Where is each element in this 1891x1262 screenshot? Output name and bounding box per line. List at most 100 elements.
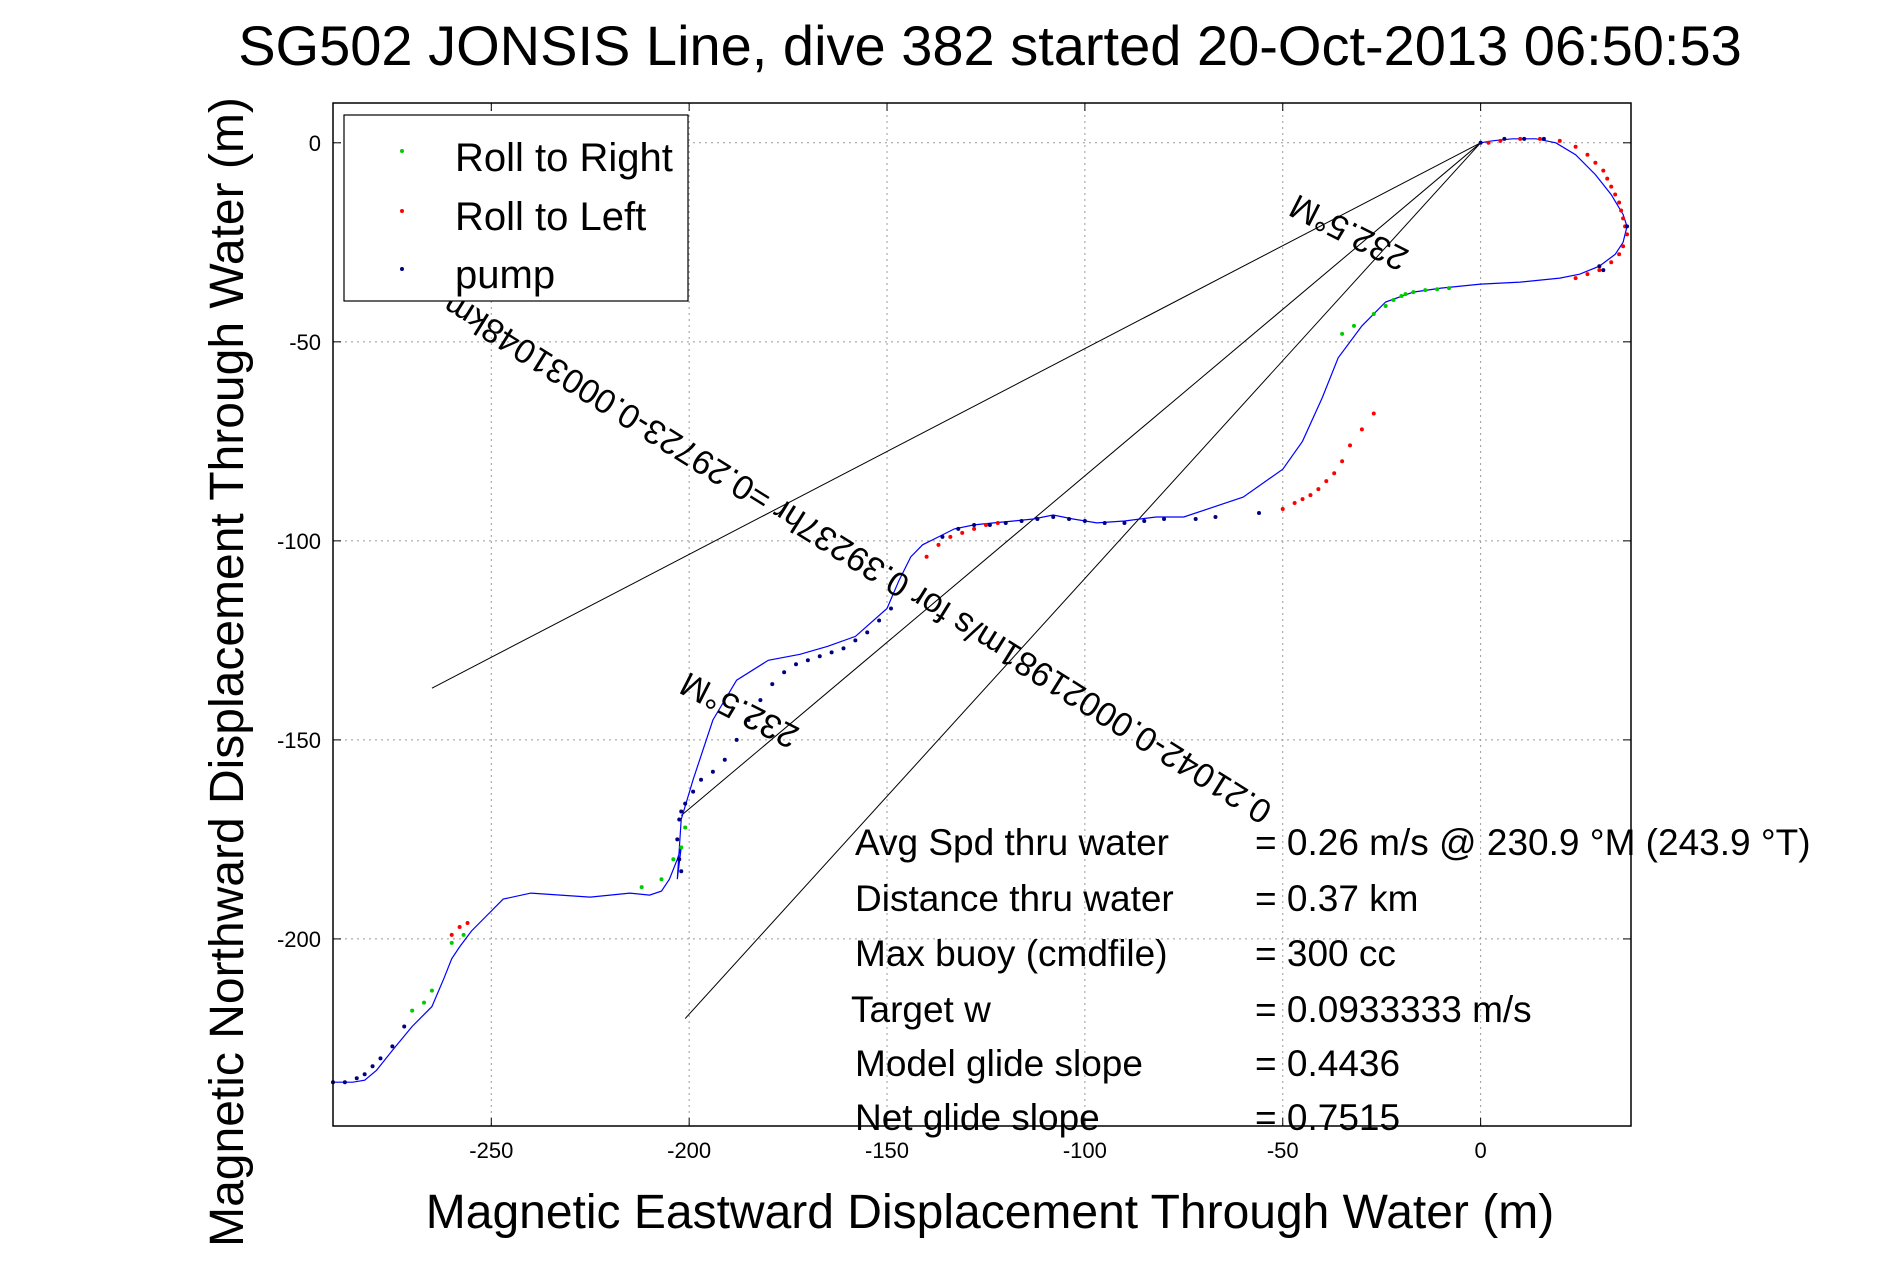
- series-point-pump: [770, 682, 775, 687]
- series-point-pump: [888, 606, 893, 611]
- series-point-roll-to-left: [1605, 176, 1610, 181]
- series-point-roll-to-right: [679, 845, 684, 850]
- series-point-roll-to-right: [1399, 294, 1404, 299]
- grid: [333, 103, 1631, 1126]
- series-point-pump: [1597, 264, 1602, 269]
- series-point-pump: [1102, 520, 1107, 525]
- series-point-roll-to-left: [1621, 216, 1626, 221]
- series-point-roll-to-left: [1625, 232, 1630, 237]
- series-point-roll-to-left: [972, 526, 977, 531]
- series-point-pump: [677, 857, 682, 862]
- series-point-pump: [940, 534, 945, 539]
- series-point-roll-to-left: [1537, 136, 1542, 141]
- series-point-roll-to-right: [1340, 331, 1345, 336]
- series-point-roll-to-left: [1619, 208, 1624, 213]
- series-point-pump: [746, 717, 751, 722]
- series-point-pump: [865, 630, 870, 635]
- series-point-pump: [710, 769, 715, 774]
- series-point-pump: [734, 737, 739, 742]
- glide-reference-line: [431, 142, 1481, 689]
- series-point-roll-to-right: [461, 932, 466, 937]
- series-point-roll-to-left: [1609, 184, 1614, 189]
- series-point-roll-to-left: [1332, 471, 1337, 476]
- ticks: -250 -200 -150 -100 -50 0 0 -50 -100 -150 -200: [277, 103, 1631, 1163]
- series-point-roll-to-right: [1411, 290, 1416, 295]
- series-point-pump: [1003, 520, 1008, 525]
- series-point-roll-to-right: [449, 940, 454, 945]
- series-point-roll-to-right: [639, 885, 644, 890]
- legend-marker-roll-right: [400, 149, 404, 153]
- x-tick-label: -100: [1063, 1138, 1107, 1163]
- series-point-roll-to-right: [1446, 286, 1451, 291]
- plot-frame: [332, 102, 1632, 1127]
- series-point-roll-to-left: [960, 530, 965, 535]
- series-point-pump: [853, 638, 858, 643]
- series-point-roll-to-left: [1292, 501, 1297, 506]
- series-point-pump: [1522, 136, 1527, 141]
- series-point-roll-to-left: [936, 542, 941, 547]
- series-point-pump: [683, 801, 688, 806]
- stat-label-max-buoy: Max buoy (cmdfile): [855, 933, 1168, 974]
- series-point-pump: [987, 522, 992, 527]
- stat-label-distance: Distance thru water: [855, 878, 1174, 919]
- x-tick-label: -250: [469, 1138, 513, 1163]
- series-point-pump: [1067, 516, 1072, 521]
- series-point-pump: [1213, 514, 1218, 519]
- series-point-roll-to-left: [1621, 244, 1626, 249]
- series-point-pump: [782, 670, 787, 675]
- series-point-pump: [956, 526, 961, 531]
- series-point-roll-to-left: [1601, 168, 1606, 173]
- series-point-pump: [794, 662, 799, 667]
- legend: Roll to Right Roll to Left pump: [343, 114, 689, 302]
- legend-marker-roll-left: [400, 209, 404, 213]
- series-point-roll-to-left: [1316, 487, 1321, 492]
- series-point-roll-to-left: [1486, 140, 1491, 145]
- stats-block: Avg Spd thru water = 0.26 m/s @ 230.9 °M…: [851, 822, 1811, 1138]
- series-point-pump: [1019, 518, 1024, 523]
- series-point-roll-to-left: [1617, 200, 1622, 205]
- series-point-roll-to-right: [1435, 287, 1440, 292]
- glide-reference-line: [680, 142, 1481, 816]
- series-point-roll-to-left: [1573, 276, 1578, 281]
- x-tick-label: -150: [865, 1138, 909, 1163]
- stat-label-net-glide: Net glide slope: [855, 1097, 1100, 1138]
- chart-title: SG502 JONSIS Line, dive 382 started 20-O…: [238, 14, 1742, 77]
- series-point-roll-to-right: [1403, 292, 1408, 297]
- stat-value-model-glide: = 0.4436: [1255, 1043, 1400, 1084]
- series-point-roll-to-right: [1423, 288, 1428, 293]
- series-point-roll-to-left: [457, 924, 462, 929]
- series-point-pump: [362, 1072, 367, 1077]
- series-point-pump: [675, 837, 680, 842]
- series-point-pump: [758, 698, 763, 703]
- series-point-roll-to-left: [1324, 479, 1329, 484]
- dive-track-line: [333, 138, 1628, 1083]
- series-point-roll-to-right: [683, 825, 688, 830]
- stat-value-distance: = 0.37 km: [1255, 878, 1419, 919]
- stat-value-avg-speed: = 0.26 m/s @ 230.9 °M (243.9 °T): [1255, 822, 1811, 863]
- series-point-roll-to-left: [995, 520, 1000, 525]
- glide-reference-line: [684, 142, 1481, 1019]
- series-point-pump: [699, 777, 704, 782]
- series-point-roll-to-left: [1371, 411, 1376, 416]
- stat-value-max-buoy: = 300 cc: [1255, 933, 1396, 974]
- series-point-roll-to-right: [1391, 298, 1396, 303]
- series-point-pump: [1122, 520, 1127, 525]
- series-point-pump: [1478, 140, 1483, 145]
- series-point-pump: [841, 646, 846, 651]
- series-point-pump: [722, 757, 727, 762]
- y-tick-label: -50: [289, 330, 321, 355]
- series-point-roll-to-left: [465, 920, 470, 925]
- y-tick-label: 0: [309, 131, 321, 156]
- series-point-roll-to-left: [1340, 459, 1345, 464]
- series-point-roll-to-left: [1593, 160, 1598, 165]
- y-axis-label: Magnetic Northward Displacement Through …: [201, 97, 254, 1247]
- legend-label-roll-left: Roll to Left: [455, 195, 646, 239]
- series-point-pump: [691, 789, 696, 794]
- series-point-pump: [402, 1024, 407, 1029]
- series-point-pump: [378, 1056, 383, 1061]
- stat-label-avg-speed: Avg Spd thru water: [855, 822, 1169, 863]
- series-point-roll-to-right: [410, 1008, 415, 1013]
- series-point-pump: [877, 618, 882, 623]
- series-point-pump: [1035, 516, 1040, 521]
